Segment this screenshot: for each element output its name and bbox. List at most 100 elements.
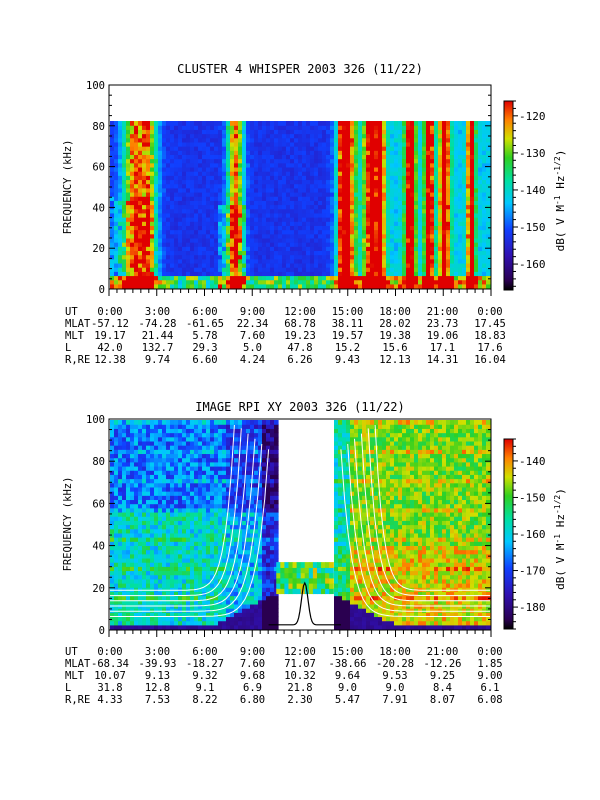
heatmap-cell — [210, 217, 215, 222]
heatmap-cell — [138, 474, 143, 480]
ephemeris-label: R,RE — [65, 354, 90, 366]
heatmap-cell — [282, 158, 287, 164]
heatmap-cell — [254, 208, 259, 214]
heatmap-cell — [486, 212, 491, 218]
heatmap-cell — [254, 212, 259, 218]
heatmap-cell — [254, 141, 259, 147]
heatmap-cell — [262, 166, 267, 172]
heatmap-cell — [258, 129, 263, 135]
heatmap-cell — [162, 557, 167, 563]
heatmap-cell — [154, 545, 159, 551]
heatmap-cell — [386, 183, 391, 189]
heatmap-cell — [134, 237, 139, 243]
heatmap-cell — [110, 175, 115, 181]
heatmap-cell — [422, 212, 427, 218]
heatmap-cell — [378, 187, 383, 193]
heatmap-cell — [458, 221, 463, 226]
heatmap-cell — [478, 179, 483, 185]
heatmap-cell — [482, 121, 487, 126]
heatmap-cell — [126, 133, 131, 139]
heatmap-cell — [370, 279, 375, 285]
heatmap-cell — [430, 154, 435, 160]
heatmap-cell — [274, 150, 279, 155]
heatmap-cell — [246, 200, 251, 206]
heatmap-cell — [442, 275, 447, 281]
heatmap-cell — [434, 267, 439, 272]
heatmap-cell — [350, 137, 355, 143]
heatmap-cell — [138, 137, 143, 143]
heatmap-cell — [150, 532, 155, 538]
heatmap-cell — [370, 204, 375, 210]
heatmap-cell — [198, 250, 203, 256]
heatmap-cell — [382, 233, 387, 239]
heatmap-cell — [262, 221, 267, 226]
heatmap-cell — [186, 217, 191, 222]
heatmap-cell — [162, 133, 167, 139]
heatmap-cell — [174, 545, 179, 551]
heatmap-cell — [298, 158, 303, 164]
heatmap-cell — [142, 432, 147, 438]
heatmap-cell — [418, 262, 423, 268]
heatmap-cell — [450, 242, 455, 247]
heatmap-cell — [442, 233, 447, 239]
heatmap-cell — [370, 166, 375, 172]
heatmap-cell — [302, 183, 307, 189]
ephemeris-value: 7.60 — [240, 330, 265, 342]
heatmap-cell — [438, 141, 443, 147]
heatmap-cell — [374, 150, 379, 155]
heatmap-cell — [182, 549, 187, 555]
heatmap-cell — [390, 125, 395, 130]
heatmap-cell — [150, 608, 155, 613]
heatmap-cell — [390, 179, 395, 185]
heatmap-cell — [138, 204, 143, 210]
heatmap-cell — [174, 187, 179, 193]
heatmap-cell — [438, 196, 443, 201]
heatmap-cell — [282, 208, 287, 214]
heatmap-cell — [350, 133, 355, 139]
heatmap-cell — [398, 200, 403, 206]
heatmap-cell — [150, 283, 155, 289]
heatmap-cell — [354, 175, 359, 181]
heatmap-cell — [470, 183, 475, 189]
heatmap-cell — [426, 279, 431, 285]
heatmap-cell — [134, 158, 139, 164]
heatmap-cell — [186, 121, 191, 126]
heatmap-cell — [158, 499, 163, 505]
heatmap-cell — [338, 208, 343, 214]
heatmap-cell — [350, 242, 355, 247]
heatmap-cell — [146, 537, 151, 542]
heatmap-cell — [418, 246, 423, 252]
heatmap-cell — [310, 183, 315, 189]
heatmap-cell — [374, 137, 379, 143]
heatmap-cell — [266, 146, 271, 151]
heatmap-cell — [318, 179, 323, 185]
heatmap-cell — [418, 237, 423, 243]
heatmap-cell — [142, 229, 147, 235]
heatmap-cell — [302, 121, 307, 126]
heatmap-cell — [266, 121, 271, 126]
heatmap-cell — [306, 150, 311, 155]
heatmap-cell — [242, 129, 247, 135]
heatmap-cell — [462, 200, 467, 206]
heatmap-cell — [426, 121, 431, 126]
heatmap-cell — [122, 428, 127, 434]
heatmap-cell — [390, 121, 395, 126]
heatmap-cell — [114, 612, 119, 618]
heatmap-cell — [222, 137, 227, 143]
colorbar-tick-label: -120 — [519, 110, 546, 123]
heatmap-cell — [130, 570, 135, 576]
heatmap-cell — [410, 204, 415, 210]
heatmap-cell — [302, 196, 307, 201]
ephemeris-value: 21.44 — [142, 330, 174, 342]
heatmap-cell — [246, 271, 251, 277]
heatmap-cell — [126, 141, 131, 147]
heatmap-cell — [234, 141, 239, 147]
heatmap-cell — [182, 486, 187, 492]
heatmap-cell — [126, 275, 131, 281]
heatmap-cell — [294, 208, 299, 214]
heatmap-cell — [462, 279, 467, 285]
heatmap-cell — [114, 599, 119, 605]
heatmap-cell — [478, 225, 483, 231]
heatmap-cell — [382, 179, 387, 185]
heatmap-cell — [486, 275, 491, 281]
